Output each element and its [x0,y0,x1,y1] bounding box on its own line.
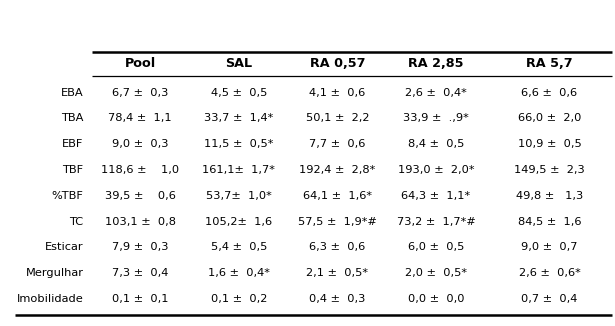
Text: 0,4 ±  0,3: 0,4 ± 0,3 [309,294,365,304]
Text: Mergulhar: Mergulhar [25,268,84,278]
Text: 39,5 ±    0,6: 39,5 ± 0,6 [105,191,176,201]
Text: 192,4 ±  2,8*: 192,4 ± 2,8* [300,165,376,175]
Text: 64,1 ±  1,6*: 64,1 ± 1,6* [303,191,372,201]
Text: 64,3 ±  1,1*: 64,3 ± 1,1* [402,191,470,201]
Text: 10,9 ±  0,5: 10,9 ± 0,5 [518,139,581,149]
Text: TC: TC [69,217,84,227]
Text: 73,2 ±  1,7*#: 73,2 ± 1,7*# [397,217,475,227]
Text: Imobilidade: Imobilidade [17,294,84,304]
Text: 4,1 ±  0,6: 4,1 ± 0,6 [309,88,365,97]
Text: 78,4 ±  1,1: 78,4 ± 1,1 [108,113,172,124]
Text: %TBF: %TBF [52,191,84,201]
Text: SAL: SAL [225,57,252,70]
Text: 9,0 ±  0,7: 9,0 ± 0,7 [522,243,577,252]
Text: 49,8 ±   1,3: 49,8 ± 1,3 [516,191,583,201]
Text: 2,1 ±  0,5*: 2,1 ± 0,5* [306,268,368,278]
Text: 5,4 ±  0,5: 5,4 ± 0,5 [210,243,267,252]
Text: 149,5 ±  2,3: 149,5 ± 2,3 [514,165,585,175]
Text: TBA: TBA [61,113,84,124]
Text: 0,1 ±  0,1: 0,1 ± 0,1 [112,294,169,304]
Text: 6,7 ±  0,3: 6,7 ± 0,3 [112,88,169,97]
Text: 9,0 ±  0,3: 9,0 ± 0,3 [112,139,169,149]
Text: 103,1 ±  0,8: 103,1 ± 0,8 [105,217,176,227]
Text: 6,3 ±  0,6: 6,3 ± 0,6 [309,243,365,252]
Text: 11,5 ±  0,5*: 11,5 ± 0,5* [204,139,274,149]
Text: Esticar: Esticar [45,243,84,252]
Text: 0,0 ±  0,0: 0,0 ± 0,0 [408,294,464,304]
Text: RA 5,7: RA 5,7 [526,57,573,70]
Text: 66,0 ±  2,0: 66,0 ± 2,0 [518,113,581,124]
Text: 57,5 ±  1,9*#: 57,5 ± 1,9*# [298,217,377,227]
Text: 7,7 ±  0,6: 7,7 ± 0,6 [309,139,365,149]
Text: TBF: TBF [62,165,84,175]
Text: 105,2±  1,6: 105,2± 1,6 [205,217,272,227]
Text: 2,6 ±  0,4*: 2,6 ± 0,4* [405,88,467,97]
Text: 1,6 ±  0,4*: 1,6 ± 0,4* [208,268,270,278]
Text: 4,5 ±  0,5: 4,5 ± 0,5 [210,88,267,97]
Text: 161,1±  1,7*: 161,1± 1,7* [202,165,276,175]
Text: 84,5 ±  1,6: 84,5 ± 1,6 [518,217,581,227]
Text: 53,7±  1,0*: 53,7± 1,0* [206,191,272,201]
Text: 118,6 ±    1,0: 118,6 ± 1,0 [101,165,179,175]
Text: 6,6 ±  0,6: 6,6 ± 0,6 [522,88,577,97]
Text: 33,9 ±  .,9*: 33,9 ± .,9* [403,113,469,124]
Text: 7,3 ±  0,4: 7,3 ± 0,4 [112,268,169,278]
Text: EBF: EBF [62,139,84,149]
Text: 0,1 ±  0,2: 0,1 ± 0,2 [210,294,267,304]
Text: 7,9 ±  0,3: 7,9 ± 0,3 [112,243,169,252]
Text: EBA: EBA [61,88,84,97]
Text: Pool: Pool [125,57,156,70]
Text: RA 0,57: RA 0,57 [309,57,365,70]
Text: 33,7 ±  1,4*: 33,7 ± 1,4* [204,113,274,124]
Text: 2,6 ±  0,6*: 2,6 ± 0,6* [518,268,581,278]
Text: 6,0 ±  0,5: 6,0 ± 0,5 [408,243,464,252]
Text: 0,7 ±  0,4: 0,7 ± 0,4 [522,294,577,304]
Text: 2,0 ±  0,5*: 2,0 ± 0,5* [405,268,467,278]
Text: RA 2,85: RA 2,85 [408,57,464,70]
Text: 193,0 ±  2,0*: 193,0 ± 2,0* [398,165,474,175]
Text: 8,4 ±  0,5: 8,4 ± 0,5 [408,139,464,149]
Text: 50,1 ±  2,2: 50,1 ± 2,2 [306,113,369,124]
